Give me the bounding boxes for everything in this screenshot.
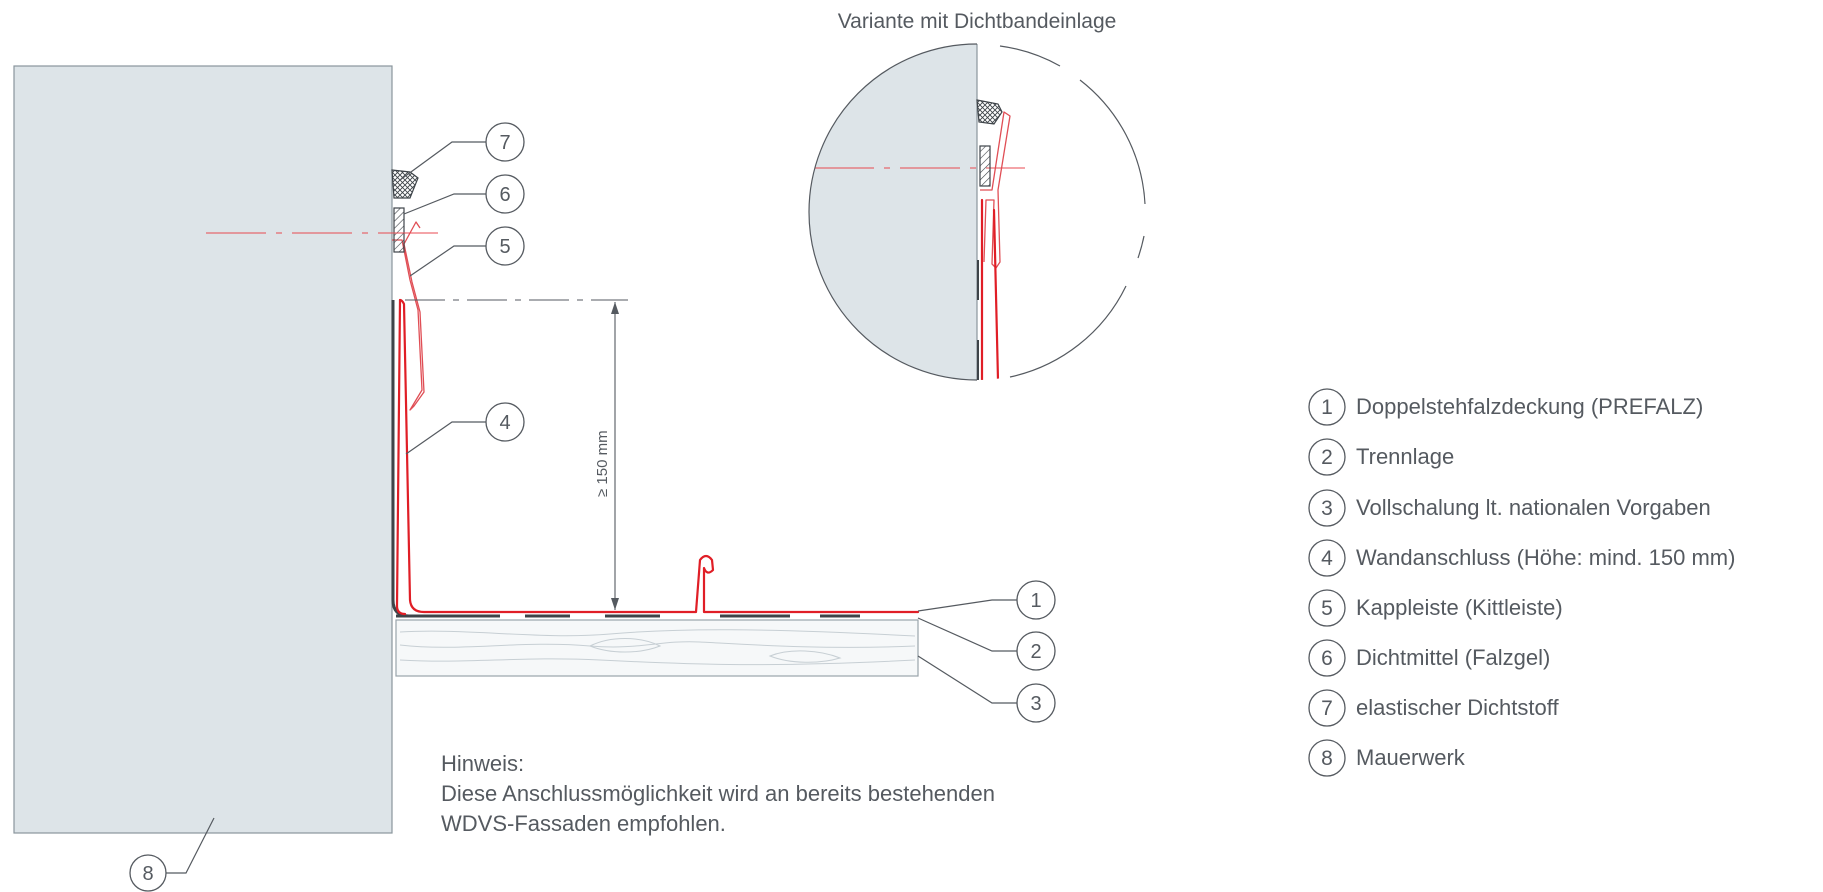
masonry-wall bbox=[13, 65, 393, 834]
svg-text:Trennlage: Trennlage bbox=[1356, 444, 1454, 469]
timber-boarding bbox=[395, 619, 919, 677]
callout-8-number: 8 bbox=[142, 863, 153, 885]
callout-2-number: 2 bbox=[1030, 641, 1041, 663]
callout-3-number: 3 bbox=[1030, 693, 1041, 715]
svg-text:2: 2 bbox=[1321, 446, 1333, 469]
height-dimension bbox=[405, 299, 628, 610]
svg-text:elastischer Dichtstoff: elastischer Dichtstoff bbox=[1356, 695, 1559, 720]
legend-item: 5 Kappleiste (Kittleiste) bbox=[1308, 589, 1563, 627]
legend-item: 4 Wandanschluss (Höhe: mind. 150 mm) bbox=[1308, 539, 1735, 577]
svg-text:8: 8 bbox=[1321, 747, 1333, 770]
legend-item: 8 Mauerwerk bbox=[1308, 739, 1466, 777]
detail-title: Variante mit Dichtbandeinlage bbox=[838, 10, 1117, 33]
svg-text:6: 6 bbox=[1321, 647, 1333, 670]
svg-text:3: 3 bbox=[1321, 497, 1333, 520]
legend-item: 3 Vollschalung lt. nationalen Vorgaben bbox=[1308, 489, 1711, 527]
svg-text:4: 4 bbox=[1321, 547, 1333, 570]
callout-6 bbox=[485, 174, 525, 214]
callout-7-number: 7 bbox=[499, 132, 510, 154]
magnified-detail bbox=[808, 43, 1146, 381]
svg-text:5: 5 bbox=[1321, 597, 1333, 620]
svg-text:Vollschalung lt. nationalen Vo: Vollschalung lt. nationalen Vorgaben bbox=[1356, 495, 1711, 520]
callout-4 bbox=[485, 402, 525, 442]
svg-text:1: 1 bbox=[1321, 396, 1333, 419]
note-heading: Hinweis: bbox=[441, 751, 524, 776]
callout-1 bbox=[1016, 580, 1056, 620]
svg-text:Dichtmittel (Falzgel): Dichtmittel (Falzgel) bbox=[1356, 645, 1550, 670]
callout-7 bbox=[485, 122, 525, 162]
callout-5 bbox=[485, 226, 525, 266]
separation-layer bbox=[391, 300, 860, 618]
callout-6-number: 6 bbox=[499, 184, 510, 206]
sealing-gel bbox=[393, 207, 405, 253]
callout-5-number: 5 bbox=[499, 236, 510, 258]
legend: 1 Doppelstehfalzdeckung (PREFALZ) 2 Tren… bbox=[1308, 388, 1735, 777]
svg-text:Kappleiste (Kittleiste): Kappleiste (Kittleiste) bbox=[1356, 595, 1563, 620]
callout-1-number: 1 bbox=[1030, 590, 1041, 612]
note-line-2: WDVS-Fassaden empfohlen. bbox=[441, 811, 726, 836]
height-dimension-label: ≥ 150 mm bbox=[594, 430, 611, 497]
elastic-sealant bbox=[391, 169, 419, 199]
standing-seam-roofing bbox=[398, 298, 920, 614]
note: Hinweis: Diese Anschlussmöglichkeit wird… bbox=[441, 751, 995, 836]
callout-3 bbox=[1016, 683, 1056, 723]
svg-text:Wandanschluss (Höhe: mind. 150: Wandanschluss (Höhe: mind. 150 mm) bbox=[1356, 545, 1735, 570]
callout-8 bbox=[129, 854, 167, 892]
note-line-1: Diese Anschlussmöglichkeit wird an berei… bbox=[441, 781, 995, 806]
svg-text:7: 7 bbox=[1321, 697, 1333, 720]
callout-4-number: 4 bbox=[499, 412, 510, 434]
legend-item: 2 Trennlage bbox=[1308, 438, 1454, 476]
wall-flashing-upturn bbox=[395, 298, 407, 616]
svg-text:Doppelstehfalzdeckung (PREFALZ: Doppelstehfalzdeckung (PREFALZ) bbox=[1356, 394, 1703, 419]
svg-text:Mauerwerk: Mauerwerk bbox=[1356, 745, 1466, 770]
callout-2 bbox=[1016, 631, 1056, 671]
legend-item: 1 Doppelstehfalzdeckung (PREFALZ) bbox=[1308, 388, 1703, 426]
legend-item: 7 elastischer Dichtstoff bbox=[1308, 689, 1559, 727]
legend-item: 6 Dichtmittel (Falzgel) bbox=[1308, 639, 1550, 677]
